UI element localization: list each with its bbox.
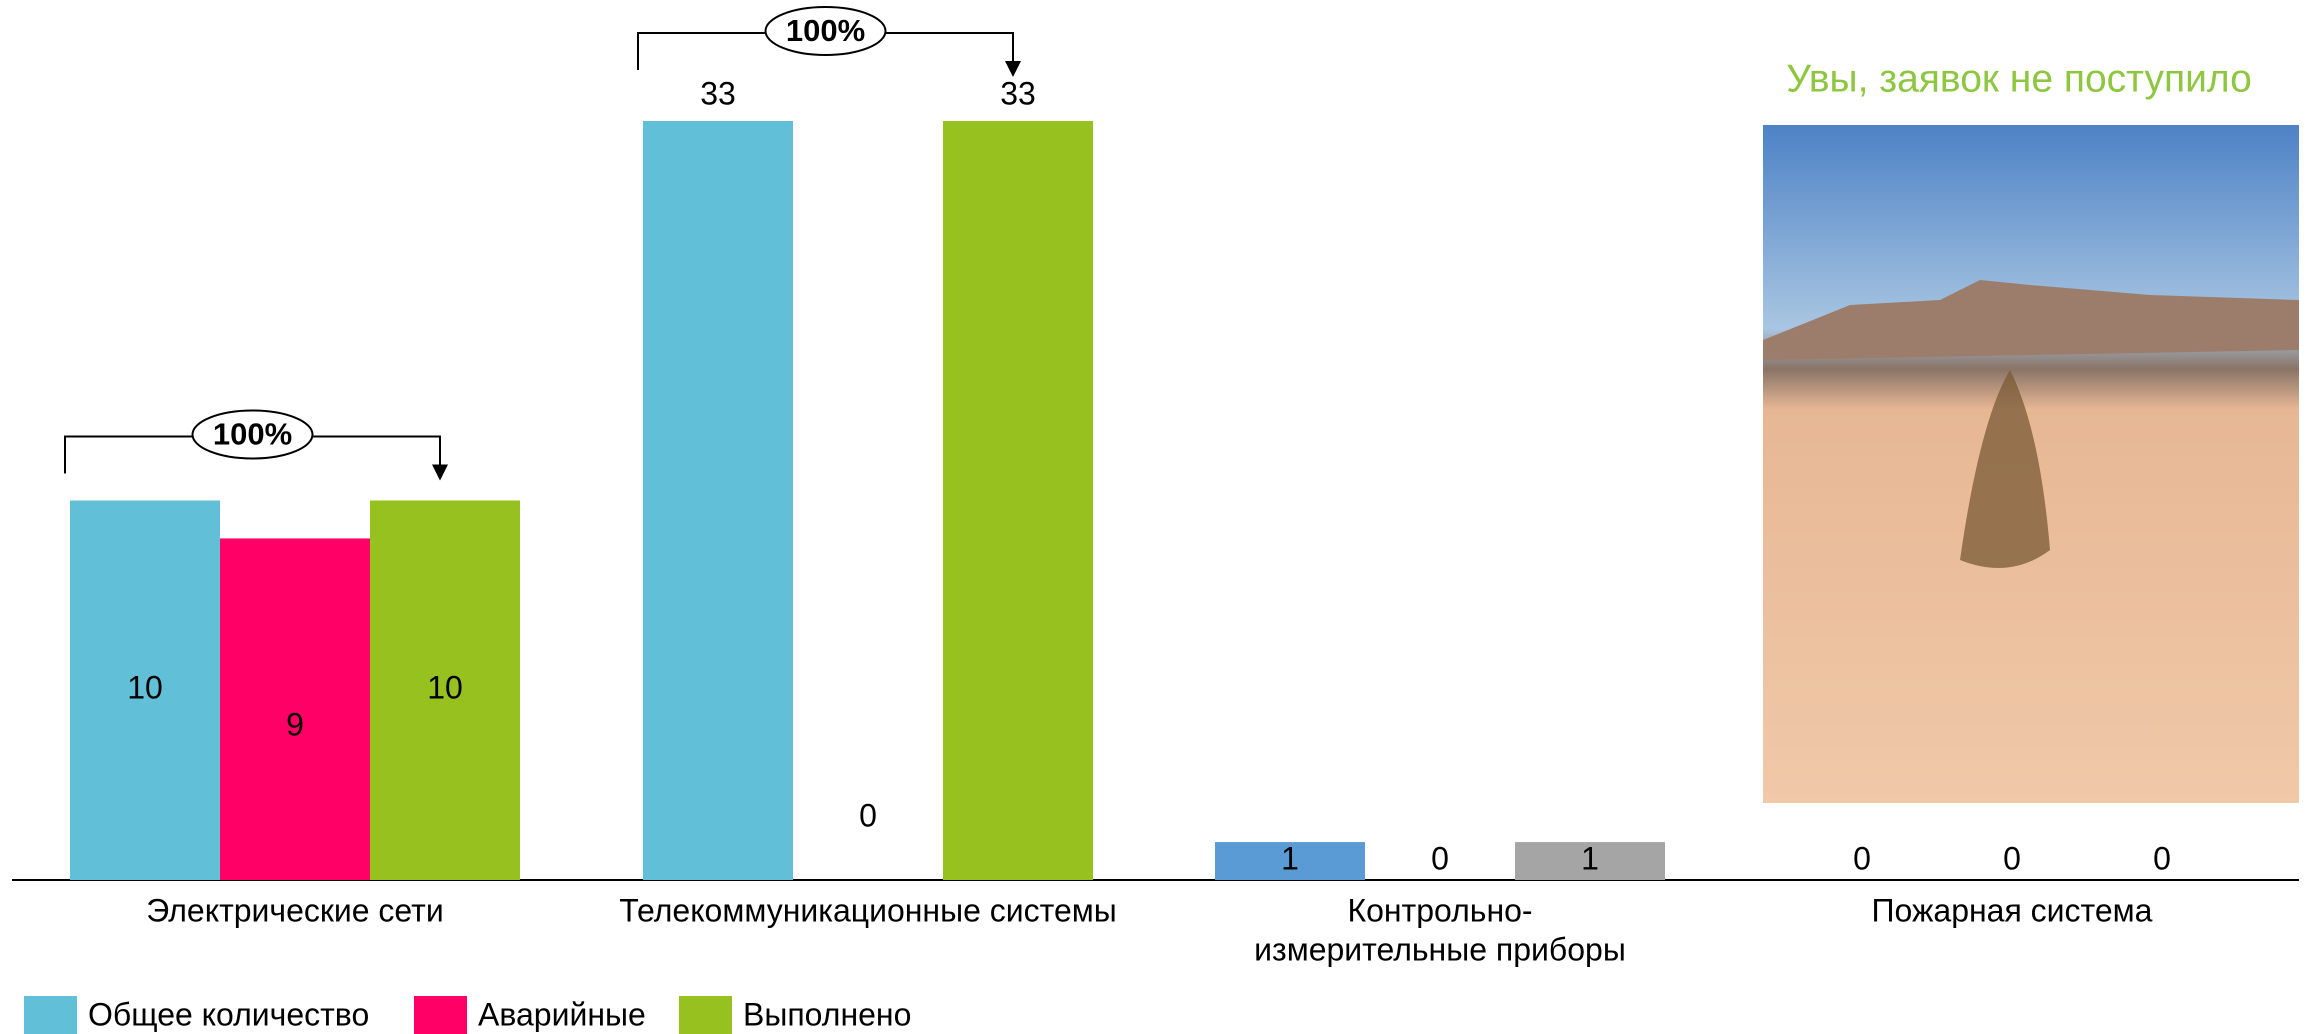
photo bbox=[1763, 125, 2299, 803]
bracket-arrow bbox=[432, 464, 448, 481]
value-label: 1 bbox=[1281, 840, 1299, 876]
annotation: 100% bbox=[213, 417, 292, 452]
annotation: 100% bbox=[786, 13, 865, 48]
value-label: 0 bbox=[1853, 840, 1871, 876]
bracket-arrow bbox=[1005, 61, 1021, 77]
x-tick-label: Электрические сети bbox=[146, 892, 443, 928]
no-requests-title: Увы, заявок не поступило bbox=[1786, 57, 2252, 100]
legend-swatch bbox=[414, 996, 467, 1034]
annotation-bubble bbox=[764, 6, 887, 56]
legend-swatch bbox=[24, 996, 77, 1034]
value-label: 10 bbox=[127, 670, 163, 706]
legend-label: Аварийные bbox=[478, 996, 646, 1032]
x-tick-label: измерительные приборы bbox=[1254, 931, 1626, 967]
value-label: 10 bbox=[427, 670, 463, 706]
value-label: 0 bbox=[2153, 840, 2171, 876]
x-tick-label: Пожарная система bbox=[1872, 892, 2153, 928]
value-label: 33 bbox=[700, 75, 736, 111]
bar bbox=[1515, 842, 1665, 880]
value-label: 0 bbox=[859, 797, 877, 833]
legend: Общее количество Аварийные Выполнено bbox=[24, 996, 911, 1034]
legend-label: Общее количество bbox=[88, 996, 369, 1032]
value-label: 1 bbox=[1581, 840, 1599, 876]
bar bbox=[220, 538, 370, 880]
value-label: 9 bbox=[286, 707, 304, 743]
bar bbox=[70, 500, 220, 880]
value-label: 33 bbox=[1000, 75, 1036, 111]
bar bbox=[1215, 842, 1365, 880]
value-label: 0 bbox=[1431, 840, 1449, 876]
legend-label: Выполнено bbox=[743, 996, 911, 1032]
bar bbox=[370, 500, 520, 880]
x-tick-label: Контрольно- bbox=[1347, 892, 1532, 928]
bar bbox=[943, 121, 1093, 880]
bar bbox=[643, 121, 793, 880]
legend-swatch bbox=[679, 996, 732, 1034]
annotation-bubble bbox=[191, 409, 314, 460]
photo-hills bbox=[1763, 280, 2299, 360]
photo-bush bbox=[1960, 370, 2050, 568]
value-label: 0 bbox=[2003, 840, 2021, 876]
x-tick-label: Телекоммуникационные системы bbox=[619, 892, 1117, 928]
